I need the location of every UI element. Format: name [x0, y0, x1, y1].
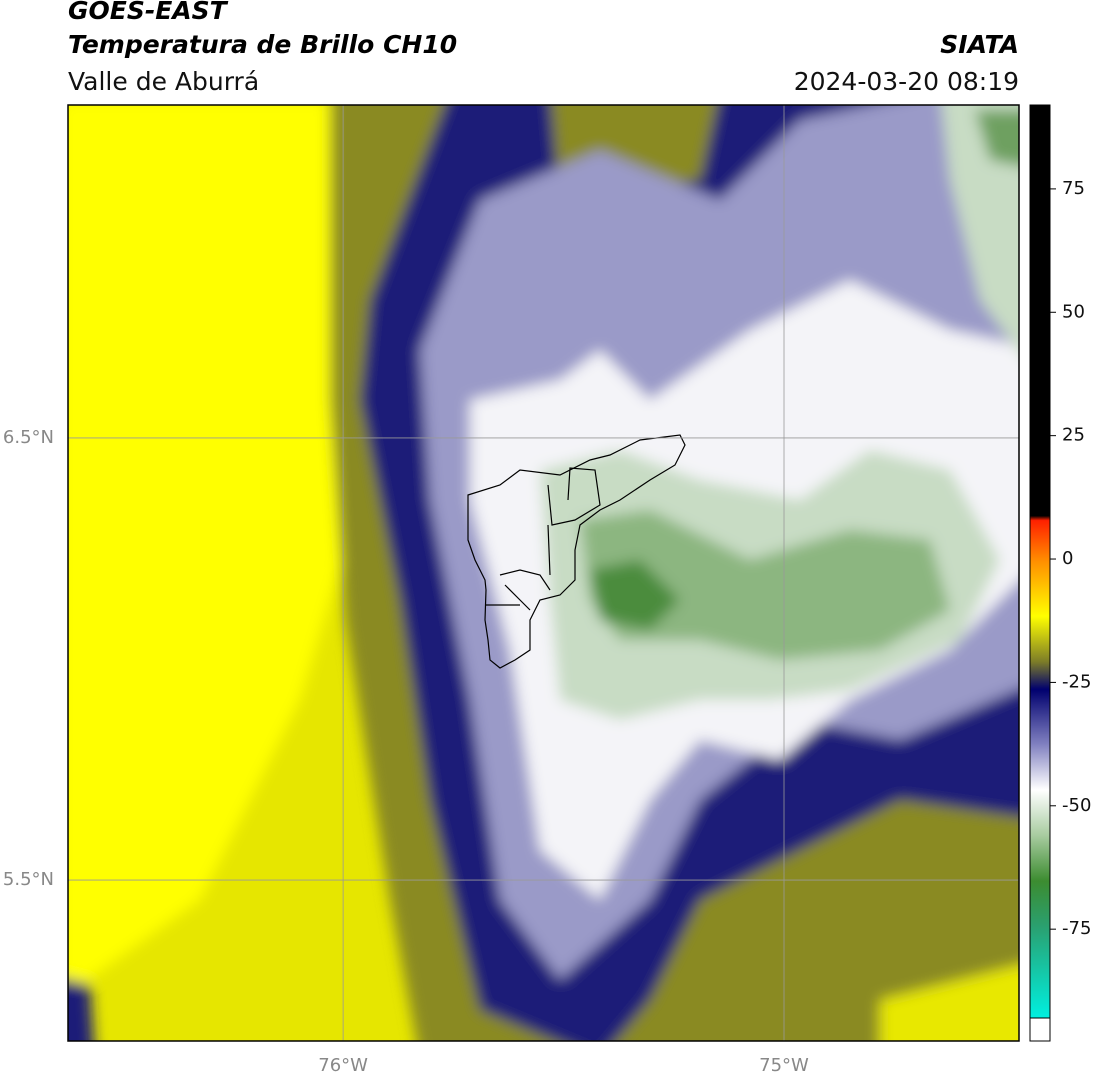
title: GOES-EAST: [68, 0, 229, 25]
valley-outline: [467, 434, 686, 669]
map-frame: [67, 104, 1020, 1042]
source: SIATA: [940, 30, 1019, 59]
lat-tick-label: 6.5°N: [3, 427, 54, 448]
graticule: 76°W 75°W 6.5°N 5.5°N: [3, 105, 1019, 1076]
colorbar-tick-label: -50: [1062, 795, 1091, 816]
colorbar-tick-label: 50: [1062, 301, 1085, 322]
region: Valle de Aburrá: [68, 67, 259, 96]
colorbar: [1030, 105, 1050, 1018]
subtitle: Temperatura de Brillo CH10: [68, 30, 457, 59]
lon-tick-label: 75°W: [759, 1055, 809, 1076]
colorbar-tick-label: -75: [1062, 918, 1091, 939]
colorbar-ticks: 75 50 25 0 -25 -50 -75: [1050, 178, 1091, 939]
colorbar-tick-label: -25: [1062, 671, 1091, 692]
colorbar-tick-label: 0: [1062, 548, 1073, 569]
timestamp: 2024-03-20 08:19: [794, 67, 1019, 96]
lon-tick-label: 76°W: [318, 1055, 368, 1076]
colorbar-tick-label: 75: [1062, 178, 1085, 199]
colorbar-extension: [1029, 1017, 1051, 1042]
lat-tick-label: 5.5°N: [3, 869, 54, 890]
colorbar-tick-label: 25: [1062, 425, 1085, 446]
satellite-image: [68, 105, 1019, 1041]
colorbar-frame: [1029, 104, 1051, 1042]
